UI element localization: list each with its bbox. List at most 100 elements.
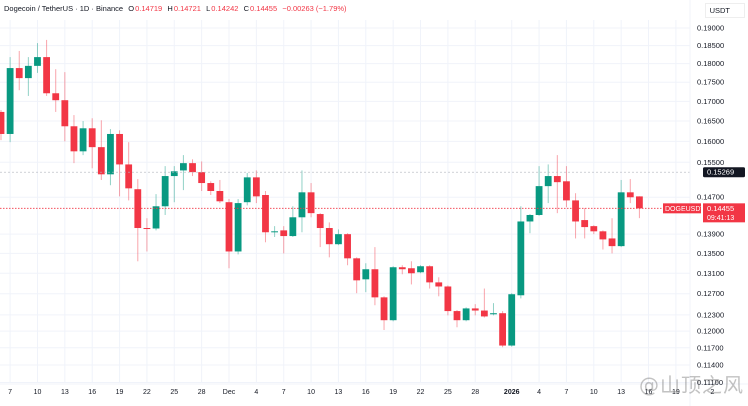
candle-body-down: [426, 266, 434, 283]
candle-body-up: [289, 217, 297, 237]
candle-body-up: [271, 231, 278, 233]
high-value: 0.14721: [173, 4, 201, 13]
candle-body-up: [79, 128, 87, 152]
candle-body-up: [243, 177, 251, 203]
price-tick-label: 0.13900: [697, 230, 724, 239]
candle-body-down: [371, 269, 379, 298]
time-tick-label: 19: [116, 389, 124, 396]
candle-body-down: [480, 310, 488, 317]
candle-body-down: [88, 128, 96, 148]
symbol-badge-text: DOGEUSDT: [665, 206, 705, 213]
candle-body-down: [43, 57, 50, 94]
candle-body-down: [344, 234, 351, 259]
candle-body-up: [544, 176, 552, 187]
candle-body-down: [626, 192, 634, 198]
candle-body-up: [152, 206, 160, 229]
candle-body-down: [435, 282, 443, 287]
symbol-title: Dogecoin / TetherUS · 1D · Binance: [4, 4, 124, 13]
countdown-text: 09:41:13: [707, 215, 734, 222]
candle-body-down: [316, 214, 324, 229]
price-axis[interactable]: 0.19000 0.18500 0.18000 0.17500 0.17000 0.165…: [697, 24, 724, 388]
price-tick-label: 0.12300: [697, 310, 724, 319]
candle-body-down: [189, 163, 196, 173]
candle-body-up: [526, 214, 534, 222]
current-price-text: 0.14455: [707, 204, 734, 213]
candle-body-down: [225, 202, 233, 252]
price-tick-label: 0.17500: [697, 78, 724, 87]
grid-lines: [0, 20, 690, 384]
time-tick-label: 16: [362, 389, 370, 396]
time-tick-label: 7: [282, 389, 286, 396]
price-tick-label: 0.11100: [697, 378, 723, 387]
candle-body-down: [636, 196, 643, 209]
candle-body-up: [6, 68, 14, 134]
candle-body-down: [15, 68, 23, 79]
candle-body-down: [97, 147, 105, 175]
price-tick-label: 0.11700: [697, 343, 724, 352]
candle-body-down: [453, 311, 461, 321]
symbol-legend: Dogecoin / TetherUS · 1D · Binance O0.14…: [4, 4, 347, 13]
candle-body-down: [444, 286, 452, 312]
crosshair-price-badge: [703, 167, 745, 178]
time-tick-label: 4: [254, 389, 258, 396]
time-tick-label: 10: [590, 389, 598, 396]
candle-body-up: [517, 221, 525, 296]
candle-body-down: [590, 226, 598, 232]
time-tick-label: 25: [444, 389, 452, 396]
candle-body-up: [508, 294, 516, 346]
candle-body-up: [617, 192, 625, 247]
candle-body-down: [353, 258, 361, 281]
candle-body-up: [462, 308, 470, 321]
time-tick-label: 2: [710, 389, 714, 396]
candle-body-down: [52, 93, 60, 101]
change-value: −0.00263 (−1.79%): [282, 4, 347, 13]
candle-body-down: [216, 190, 224, 202]
price-tick-label: 0.14700: [697, 193, 724, 202]
time-tick-label: 10: [34, 389, 42, 396]
candle-body-up: [335, 234, 342, 245]
candle-body-up: [298, 192, 306, 218]
time-tick-label: 7: [564, 389, 568, 396]
candle-body-down: [380, 297, 388, 321]
price-labels: 0.15269 DOGEUSDT 0.14455 09:41:13: [663, 167, 745, 223]
candle-body-up: [180, 163, 187, 171]
candle-body-up: [535, 186, 543, 215]
price-tick-label: 0.18000: [697, 59, 724, 68]
candle-body-up: [161, 176, 169, 207]
candle-body-up: [490, 313, 497, 315]
price-tick-label: 0.18500: [697, 41, 724, 50]
candle-body-down: [499, 313, 506, 346]
candle-body-down: [143, 228, 151, 230]
price-tick-label: 0.15500: [697, 158, 724, 167]
candle-body-down: [608, 238, 616, 247]
time-tick-label: 13: [61, 389, 69, 396]
price-tick-label: 0.17000: [697, 97, 724, 106]
time-tick-label: 16: [88, 389, 96, 396]
time-tick-label: 4: [537, 389, 541, 396]
price-tick-label: 0.16000: [697, 137, 724, 146]
candle-body-down: [581, 220, 589, 228]
symbol-badge: [663, 203, 701, 214]
current-price-badge: [703, 203, 745, 223]
close-value: 0.14455: [250, 4, 278, 13]
time-axis[interactable]: 7 10 13 16 19 22 25 28 Dec 4 7 10 13 16 19 22 25 28 2026 4 7…: [8, 389, 714, 396]
candle-body-up: [170, 171, 178, 177]
time-tick-label: Dec: [223, 389, 236, 396]
candle-body-down: [116, 133, 123, 165]
crosshair-price-text: 0.15269: [707, 168, 734, 177]
candle-body-down: [198, 172, 206, 184]
open-value: 0.14719: [135, 4, 163, 13]
time-tick-label: 22: [143, 389, 151, 396]
candle-body-up: [107, 133, 114, 175]
candle-body-down: [553, 176, 561, 183]
price-tick-label: 0.19000: [697, 24, 724, 33]
candle-body-up: [234, 203, 242, 252]
candle-body-down: [125, 164, 133, 189]
time-tick-label: 10: [307, 389, 315, 396]
candle-body-up: [34, 57, 41, 66]
currency-unit-button[interactable]: USDT: [704, 3, 745, 18]
candle-body-down: [471, 308, 479, 311]
time-tick-label: 28: [198, 389, 206, 396]
